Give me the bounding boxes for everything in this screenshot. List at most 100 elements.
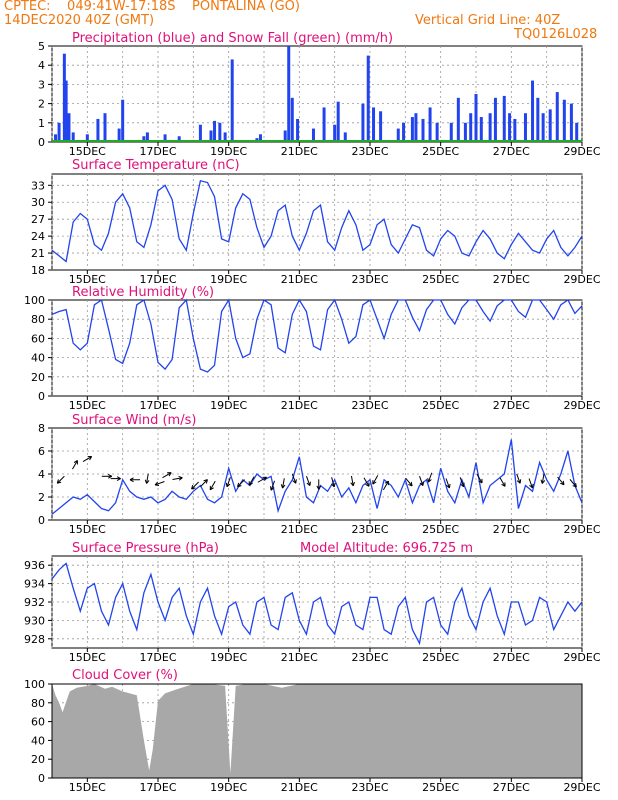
precip-bar [541, 113, 545, 142]
wind-arrow-head [146, 480, 150, 484]
wind-arrow-head [108, 475, 113, 479]
x-tick-label: 25DEC [422, 781, 459, 794]
wind-arrow-shaft [528, 478, 533, 489]
wind-arrow [427, 472, 433, 483]
header-grid-note: Vertical Grid Line: 40Z [415, 13, 561, 28]
wind-arrow [209, 480, 216, 491]
precip-bar [414, 113, 418, 142]
x-tick-label: 25DEC [422, 399, 459, 412]
wind-arrow-shaft [372, 475, 379, 485]
wind-arrow-shaft [237, 479, 245, 488]
x-tick-label: 27DEC [493, 273, 530, 286]
wind-arrow [305, 476, 311, 486]
wind-arrow-head [410, 481, 413, 486]
y-tick-label: 6 [38, 445, 45, 458]
wind-arrow [499, 477, 506, 487]
wind-arrow [56, 475, 65, 484]
precip-bar [366, 55, 370, 142]
y-tick-label: 0 [38, 390, 45, 403]
wind-arrow-head [144, 479, 148, 484]
x-tick-label: 23DEC [351, 781, 388, 794]
wind-arrow-head [203, 479, 208, 482]
wind-arrow-shaft [557, 476, 565, 486]
x-tick-label: 27DEC [493, 523, 530, 536]
y-tick-label: 2 [38, 98, 45, 111]
precip-bar [361, 103, 365, 142]
wind-arrow [72, 460, 78, 470]
precip-bar [67, 113, 71, 142]
x-tick-label: 15DEC [69, 523, 106, 536]
wind-arrow-head [129, 479, 134, 483]
precip-bar [54, 134, 58, 142]
x-tick-label: 27DEC [493, 399, 530, 412]
wind-arrow-head [384, 480, 389, 484]
y-tick-label: 100 [24, 678, 45, 691]
precip-bar [396, 128, 400, 142]
wind-arrow-head [428, 479, 432, 483]
wind-arrow-head [226, 483, 231, 488]
x-tick-label: 17DEC [139, 523, 176, 536]
y-tick-label: 30 [31, 196, 45, 209]
wind-arrow [144, 473, 150, 484]
wind-arrow [225, 477, 231, 488]
precip-bar [402, 122, 406, 142]
precip-bar [177, 136, 181, 142]
precip-bar [575, 122, 579, 142]
wind-arrow-head [560, 482, 565, 486]
y-tick-label: 936 [24, 559, 45, 572]
x-tick-label: 17DEC [139, 399, 176, 412]
wind-arrow [350, 475, 355, 487]
precip-bar [336, 101, 340, 142]
precip-bar [456, 97, 460, 142]
wind-arrow [280, 478, 286, 489]
y-tick-label: 5 [38, 40, 45, 53]
x-tick-label: 29DEC [563, 145, 600, 158]
wind-arrow-shaft [82, 456, 92, 462]
wind-arrow-shaft [541, 473, 545, 484]
y-tick-label: 0 [38, 136, 45, 149]
wind-arrow-head [531, 483, 534, 488]
wind-arrow [316, 479, 322, 490]
x-tick-label: 25DEC [422, 145, 459, 158]
y-tick-label: 20 [31, 371, 45, 384]
precip-bar [523, 113, 527, 142]
precip-bar [449, 122, 453, 142]
x-tick-label: 19DEC [210, 145, 247, 158]
y-tick-label: 100 [24, 294, 45, 307]
wind-arrow-head [333, 482, 336, 487]
wind-arrow-head [460, 483, 464, 488]
wind-arrow-shaft [200, 479, 208, 488]
x-tick-label: 29DEC [563, 781, 600, 794]
x-tick-label: 15DEC [69, 273, 106, 286]
x-tick-label: 25DEC [422, 651, 459, 664]
wind-arrow [248, 476, 255, 486]
precip-bar [287, 46, 291, 142]
wind-arrow-shaft [350, 475, 354, 486]
wind-arrow [191, 481, 199, 490]
x-tick-label: 23DEC [351, 651, 388, 664]
wind-arrow-head [318, 485, 322, 490]
wind-arrow-head [73, 460, 78, 463]
precip-bar [502, 95, 506, 142]
wind-arrow-head [408, 483, 413, 487]
wind-arrow-head [501, 483, 506, 487]
y-tick-label: 2 [38, 491, 45, 504]
precip-bar [421, 118, 425, 142]
y-tick-label: 40 [31, 734, 45, 747]
wind-arrow-head [419, 482, 424, 486]
x-tick-label: 17DEC [139, 145, 176, 158]
wind-arrow-head [562, 480, 565, 485]
x-tick-label: 29DEC [563, 523, 600, 536]
y-tick-label: 4 [38, 468, 45, 481]
precip-bar [548, 109, 552, 142]
panel-6 [48, 683, 583, 782]
panel-title: Precipitation (blue) and Snow Fall (gree… [72, 31, 393, 46]
panel-frame [51, 45, 583, 143]
panel-title: Surface Temperature (nC) [72, 158, 240, 173]
wind-arrow-shaft [516, 473, 521, 484]
wind-arrow-head [129, 477, 134, 481]
wind-arrow-head [154, 484, 160, 487]
precip-bar [555, 92, 559, 142]
model-altitude-note: Model Altitude: 696.725 m [300, 541, 473, 556]
wind-arrow-shaft [172, 477, 183, 480]
